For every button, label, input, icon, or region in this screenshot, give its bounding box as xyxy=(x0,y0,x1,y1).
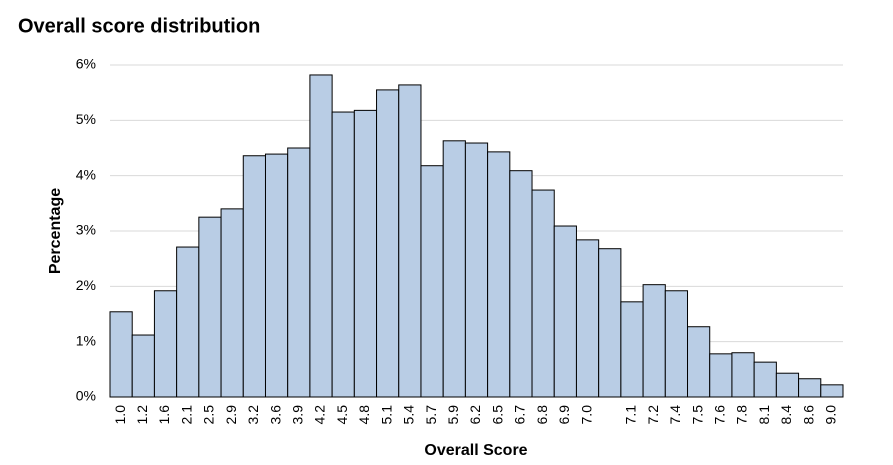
x-tick-label: 6.2 xyxy=(467,405,483,425)
bar xyxy=(509,170,533,398)
x-tick-label: 8.1 xyxy=(756,405,772,425)
x-tick-label: 7.6 xyxy=(712,405,728,425)
bar xyxy=(709,353,733,398)
bar xyxy=(309,74,333,398)
bar xyxy=(398,84,422,398)
x-tick-label: 7.2 xyxy=(645,405,661,425)
x-tick-label: 6.9 xyxy=(556,405,572,425)
x-tick-label: 6.7 xyxy=(512,405,528,425)
x-tick-label: 4.8 xyxy=(356,405,372,425)
bar xyxy=(775,372,800,398)
x-tick-label: 1.0 xyxy=(112,405,128,425)
x-tick-label: 7.8 xyxy=(734,405,750,425)
bar xyxy=(176,246,200,398)
y-tick-label: 5% xyxy=(76,111,96,127)
x-tick-label: 4.5 xyxy=(334,405,350,425)
x-tick-label: 1.2 xyxy=(134,405,150,425)
x-axis-label: Overall Score xyxy=(424,442,527,459)
bar xyxy=(575,239,600,398)
x-tick-label: 2.1 xyxy=(178,405,194,425)
x-tick-label: 5.9 xyxy=(445,405,461,425)
x-tick-label: 3.2 xyxy=(245,405,261,425)
bar xyxy=(442,140,466,398)
bar xyxy=(353,109,378,398)
x-tick-label: 2.9 xyxy=(223,405,239,425)
x-tick-label: 5.7 xyxy=(423,405,439,425)
bar xyxy=(220,208,244,398)
bar xyxy=(731,352,755,398)
y-axis-label: Percentage xyxy=(47,188,64,274)
x-tick-label: 2.5 xyxy=(201,405,217,425)
x-tick-label: 3.9 xyxy=(290,405,306,425)
chart-title: Overall score distribution xyxy=(18,15,260,37)
y-tick-label: 1% xyxy=(76,332,96,348)
x-tick-label: 5.1 xyxy=(378,405,394,425)
bar xyxy=(642,284,666,398)
bar xyxy=(264,153,289,398)
bar xyxy=(620,301,644,398)
bar xyxy=(109,311,133,398)
y-tick-label: 4% xyxy=(76,166,96,182)
x-tick-label: 7.4 xyxy=(667,405,683,425)
x-tick-label: 1.6 xyxy=(156,405,172,425)
bar xyxy=(664,290,689,398)
y-tick-label: 0% xyxy=(76,388,96,404)
bar xyxy=(753,361,777,398)
x-tick-label: 5.4 xyxy=(401,405,417,425)
bar xyxy=(242,155,266,398)
bar xyxy=(464,142,489,398)
x-tick-label: 6.8 xyxy=(534,405,550,425)
bar xyxy=(376,89,400,398)
bar xyxy=(198,216,222,398)
bar xyxy=(331,111,355,398)
x-tick-label: 6.5 xyxy=(489,405,505,425)
bar xyxy=(820,384,844,398)
bar xyxy=(531,189,555,398)
bar xyxy=(420,165,444,398)
bar xyxy=(798,378,822,398)
x-tick-label: 8.6 xyxy=(800,405,816,425)
x-tick-label: 3.6 xyxy=(267,405,283,425)
y-tick-label: 3% xyxy=(76,222,96,238)
x-tick-label: 4.2 xyxy=(312,405,328,425)
bar xyxy=(287,147,311,398)
x-tick-label: 9.0 xyxy=(823,405,839,425)
bar xyxy=(487,151,511,398)
bar xyxy=(131,334,155,398)
bar xyxy=(553,225,577,398)
y-tick-label: 2% xyxy=(76,277,96,293)
x-tick-label: 8.4 xyxy=(778,405,794,425)
bar xyxy=(687,326,711,398)
bar xyxy=(598,248,622,398)
x-tick-label: 7.5 xyxy=(689,405,705,425)
x-tick-label: 7.0 xyxy=(578,405,594,425)
y-tick-label: 6% xyxy=(76,56,96,72)
bar xyxy=(153,290,178,398)
x-tick-label: 7.1 xyxy=(623,405,639,425)
